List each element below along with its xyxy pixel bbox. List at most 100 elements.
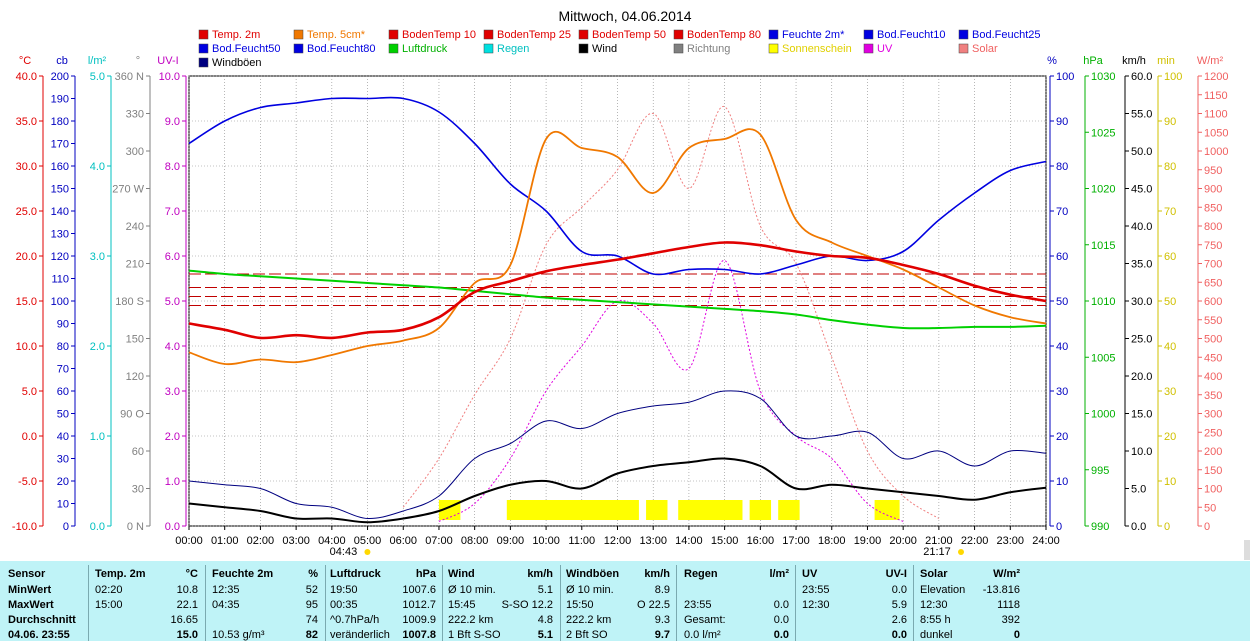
axis-tick-label: 60 [132,446,144,458]
axis-tick-label: 25.0 [1131,334,1152,346]
table-cell: 52 [305,584,318,596]
sunshine-bar [749,500,772,520]
table-cell: Ø 10 min. [566,584,614,596]
sunshine-bar [646,500,668,520]
table-cell: 0.0 [773,599,789,611]
axis-tick-label: 2.0 [165,431,180,443]
axis-tick-label: 10.0 [159,71,180,83]
legend-label: Bod.Feucht25 [972,29,1041,41]
axis-dir: ° 360 N 330 300 270 W 240 210 180 S 150 120 90 O 60… [112,55,151,533]
legend-swatch [768,29,779,40]
axis-tick-label: 10 [1056,476,1068,488]
axis-tick-label: 550 [1204,315,1222,327]
x-tick-label: 17:00 [782,535,810,547]
table-row-label: 04.06. 23:55 [8,629,70,641]
axis-tick-label: 30.0 [1131,296,1152,308]
axis-tick-label: 8.0 [165,161,180,173]
legend-item: BodenTemp 50 [578,29,666,41]
axis-tick-label: 995 [1091,465,1109,477]
axis-tick-label: 5.0 [22,386,37,398]
legend-label: BodenTemp 50 [592,29,666,41]
axis-cb: cb20019018017016015014013012011010090807… [51,55,76,533]
table-cell: 00:35 [330,599,358,611]
legend-item: Temp. 2m [198,29,260,41]
legend-label: Bod.Feucht10 [877,29,946,41]
axis-tick-label: 250 [1204,427,1222,439]
x-tick-label: 04:00 [318,535,346,547]
legend-label: UV [877,43,893,55]
legend-item: BodenTemp 80 [673,29,761,41]
x-tick-label: 03:00 [282,535,310,547]
legend-item: Bod.Feucht80 [293,43,376,55]
table-header: Temp. 2m [95,568,146,580]
sunrise-marker [364,549,371,555]
x-tick-label: 21:00 [925,535,953,547]
legend-swatch [388,43,399,54]
axis-tick-label: 1020 [1091,184,1115,196]
x-tick-label: 14:00 [675,535,703,547]
table-cell: 2 Bft SO [566,629,608,641]
sunshine-bar [778,500,800,520]
axis-unit: °C [19,55,31,67]
axis-tick-label: 2.0 [90,341,105,353]
table-cell: 5.9 [891,599,907,611]
axis-unit: hPa [1083,55,1103,67]
legend-label: Luftdruck [402,43,448,55]
sunshine-bar [678,500,743,520]
table-cell: 12:30 [802,599,830,611]
table-cell: 222.2 km [448,614,494,626]
table-header: UV [802,568,818,580]
table-cell: 82 [305,629,318,641]
legend-swatch [673,29,684,40]
axis-tick-label: 700 [1204,259,1222,271]
table-separator [88,565,89,641]
axis-tick-label: 0 [1164,521,1170,533]
table-separator [325,565,326,641]
legend-label: BodenTemp 10 [402,29,476,41]
axis-tick-label: 20 [1056,431,1068,443]
scrollbar[interactable] [1244,540,1250,560]
legend-swatch [578,29,589,40]
axis-tick-label: 0 [1056,521,1062,533]
axis-tick-label: 360 N [115,71,144,83]
axis-tick-label: 160 [51,161,69,173]
series-line [188,96,1047,276]
legend-label: Feuchte 2m* [782,29,845,41]
x-tick-label: 07:00 [425,535,453,547]
axis-tick-label: 50 [57,409,69,421]
axis-tick-label: 50 [1204,502,1216,514]
axis-unit: km/h [1122,55,1146,67]
legend-item: Regen [483,43,529,55]
legend-label: Windböen [212,57,262,69]
axis-tick-label: 210 [126,259,144,271]
table-cell: 10.53 g/m³ [212,629,265,641]
legend-item: Wind [578,43,617,55]
table-cell: 16.65 [170,614,198,626]
axis-tick-label: 100 [1204,484,1222,496]
axis-tick-label: 150 [126,334,144,346]
axis-tick-label: 90 [1164,116,1176,128]
x-tick-label: 15:00 [711,535,739,547]
table-cell: veränderlich [330,629,390,641]
table-header: l/m² [769,568,789,580]
axis-tick-label: 270 W [112,184,144,196]
table-cell: 5.1 [537,629,553,641]
table-cell: 0.0 [773,629,789,641]
legend-swatch [578,43,589,54]
sunshine-bar [874,500,900,520]
x-tick-label: 18:00 [818,535,846,547]
legend-label: BodenTemp 80 [687,29,761,41]
axis-tick-label: 40.0 [1131,221,1152,233]
axis-tick-label: 200 [51,71,69,83]
axis-tick-label: 7.0 [165,206,180,218]
axis-unit: % [1047,55,1057,67]
legend-label: Bod.Feucht80 [307,43,376,55]
axis-tick-label: 170 [51,139,69,151]
axis-tick-label: 3.0 [165,386,180,398]
table-header: hPa [415,568,436,580]
table-cell: 0 [1013,629,1020,641]
legend-swatch [673,43,684,54]
axis-tick-label: 140 [51,206,69,218]
x-tick-label: 12:00 [604,535,632,547]
table-cell: 23:55 [684,599,712,611]
